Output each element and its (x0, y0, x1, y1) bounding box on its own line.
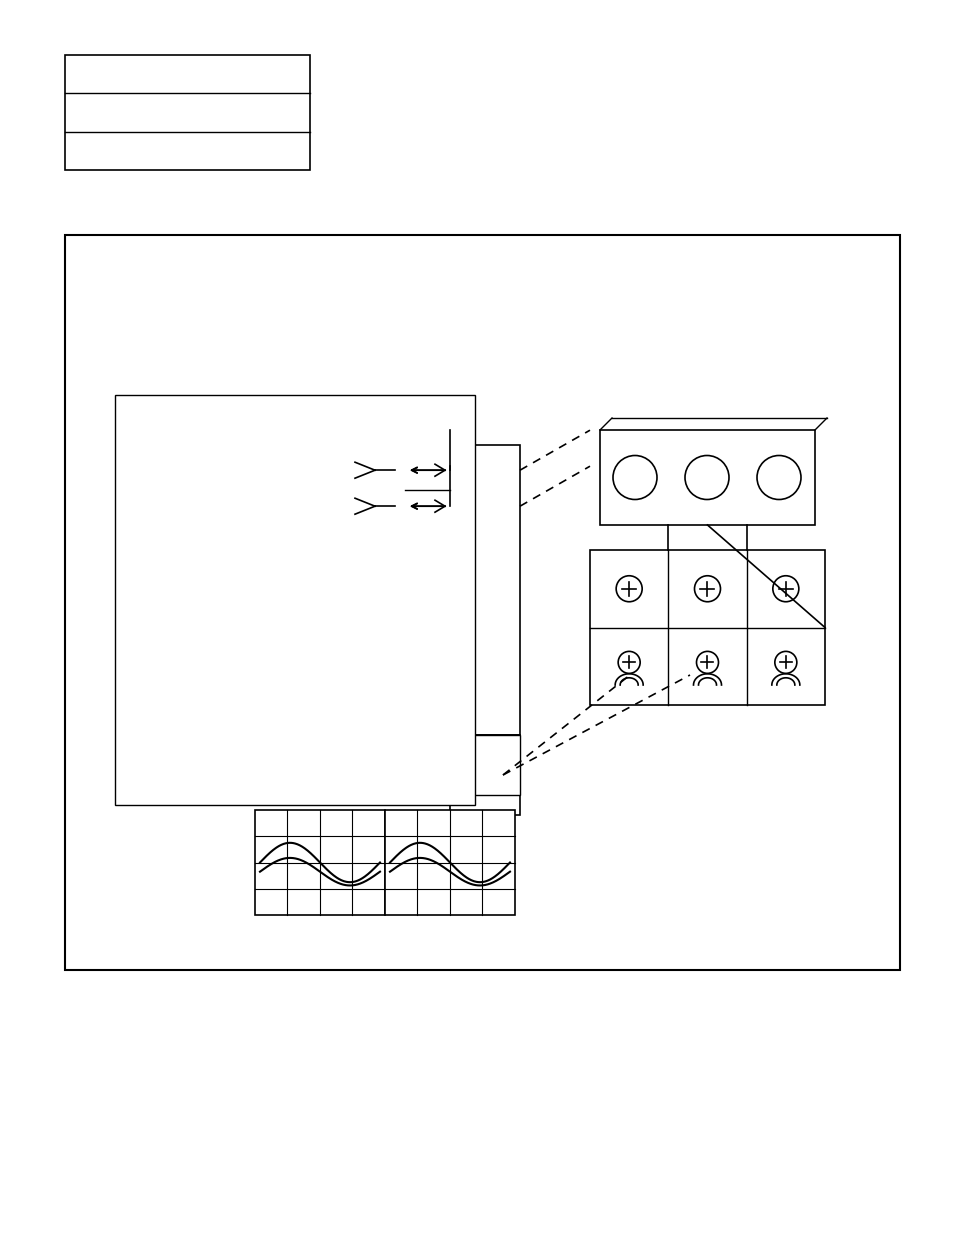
Bar (130, 637, 163, 664)
Bar (589, 550, 824, 705)
Bar (455, 735, 519, 795)
Bar (65, 235, 899, 969)
Bar (599, 430, 814, 525)
Bar (130, 580, 163, 609)
Bar (254, 810, 385, 915)
Bar (450, 445, 519, 735)
Bar (65, 56, 310, 170)
Bar (115, 395, 475, 805)
Bar (174, 735, 444, 795)
Bar (405, 445, 450, 535)
Bar (130, 580, 163, 664)
Bar (165, 445, 405, 535)
Bar (385, 810, 515, 915)
Bar (154, 564, 424, 680)
Bar (130, 609, 163, 637)
Bar (450, 735, 519, 815)
Bar (130, 405, 459, 705)
